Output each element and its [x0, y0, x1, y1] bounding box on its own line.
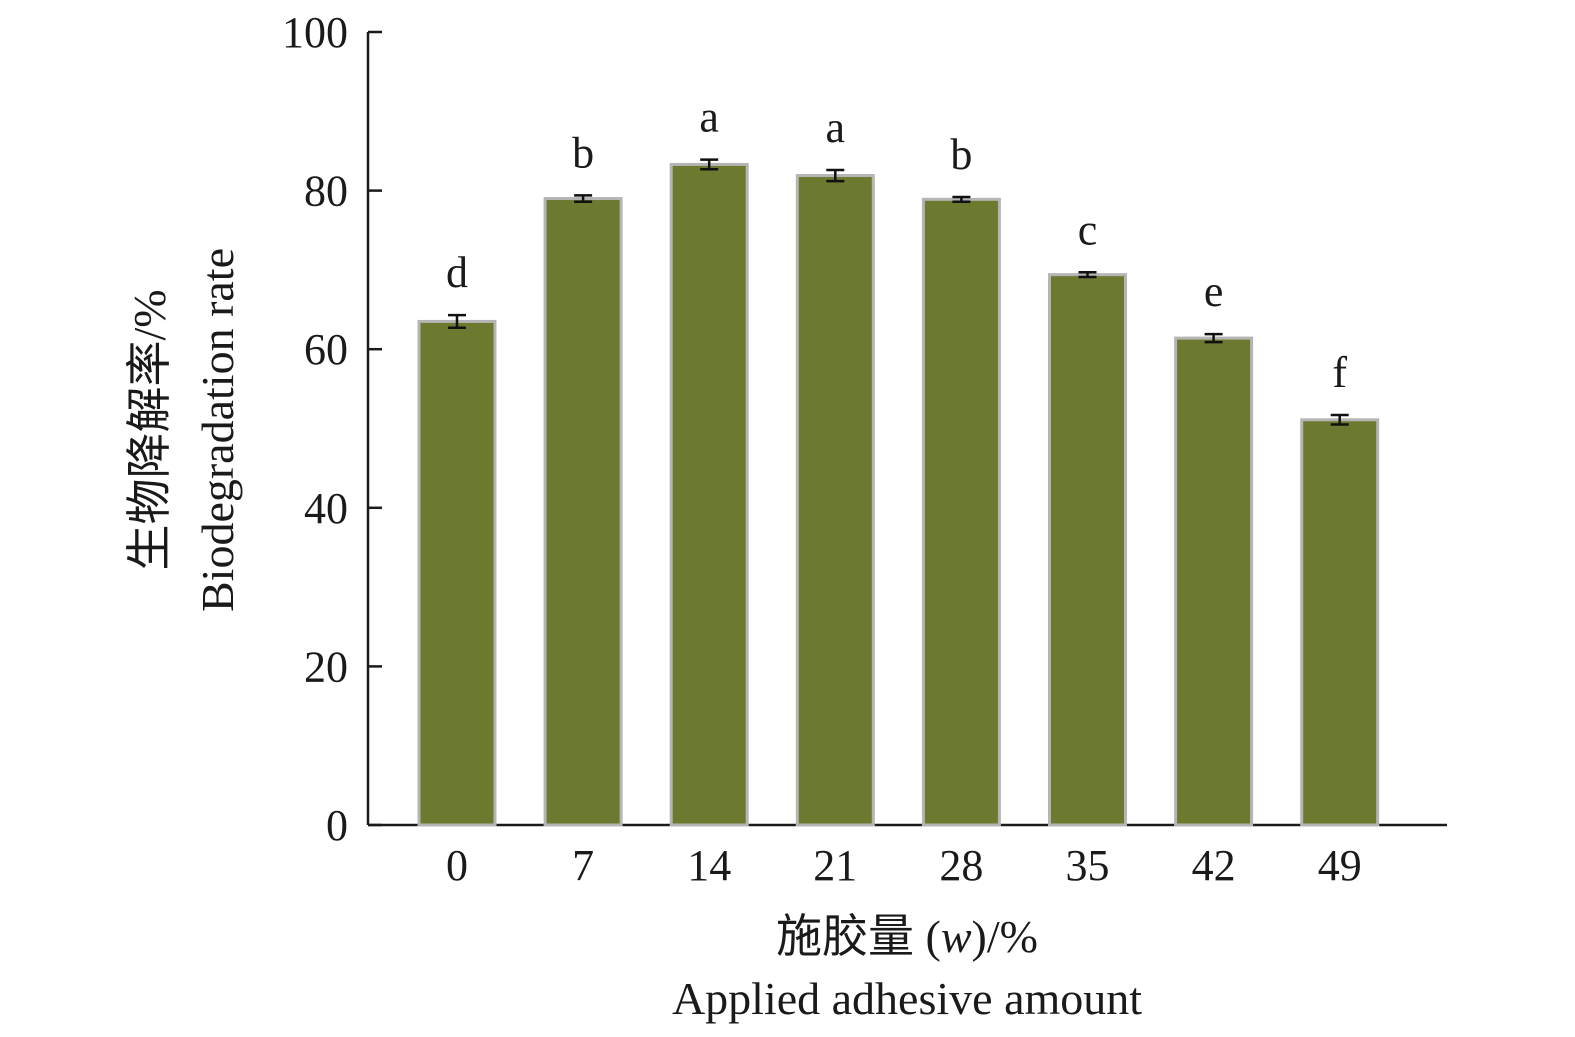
- significance-label-21: a: [826, 103, 846, 152]
- bar-35: [1048, 273, 1127, 827]
- bar-0: [417, 319, 497, 827]
- y-tick-label-20: 20: [304, 642, 348, 691]
- x-axis-title-en: Applied adhesive amount: [672, 973, 1142, 1024]
- significance-label-35: c: [1078, 205, 1098, 254]
- x-tick-label-21: 21: [813, 841, 857, 890]
- x-tick-label-35: 35: [1066, 841, 1110, 890]
- y-tick-label-100: 100: [282, 8, 348, 57]
- x-axis-title-cn-var: w: [941, 911, 972, 962]
- bar-7: [543, 197, 623, 827]
- x-tick-label-14: 14: [687, 841, 731, 890]
- y-tick-label-0: 0: [326, 801, 348, 850]
- x-axis-title-cn-suffix: )/%: [972, 911, 1038, 962]
- y-axis-title-en: Biodegradation rate: [192, 248, 243, 612]
- x-tick-label-28: 28: [939, 841, 983, 890]
- x-tick-label-49: 49: [1318, 841, 1362, 890]
- x-ticks: 0 7 14 21 28 35 42 49: [446, 841, 1362, 890]
- significance-label-42: e: [1204, 267, 1224, 316]
- significance-label-7: b: [572, 128, 594, 177]
- x-tick-label-0: 0: [446, 841, 468, 890]
- bar-14: [669, 162, 749, 827]
- error-bars: [448, 158, 1349, 426]
- y-axis-title-cn: 生物降解率/%: [124, 289, 175, 570]
- significance-label-0: d: [446, 248, 468, 297]
- bar-28: [921, 197, 1001, 827]
- x-tick-label-7: 7: [572, 841, 594, 890]
- significance-label-49: f: [1332, 348, 1347, 397]
- bar-49: [1300, 418, 1380, 827]
- y-ticks: 0 20 40 60 80 100: [282, 8, 382, 850]
- bar-42: [1174, 336, 1254, 827]
- y-tick-label-60: 60: [304, 325, 348, 374]
- x-tick-label-42: 42: [1192, 841, 1236, 890]
- bar-21: [795, 174, 875, 827]
- significance-label-28: b: [950, 130, 972, 179]
- x-axis-title-cn: 施胶量 (w)/%: [776, 911, 1038, 962]
- bars: [417, 162, 1380, 827]
- significance-labels: d b a a b c e f: [446, 93, 1347, 397]
- y-tick-label-40: 40: [304, 484, 348, 533]
- x-axis-title-cn-prefix: 施胶量 (: [776, 911, 941, 962]
- significance-label-14: a: [699, 93, 719, 142]
- y-tick-label-80: 80: [304, 167, 348, 216]
